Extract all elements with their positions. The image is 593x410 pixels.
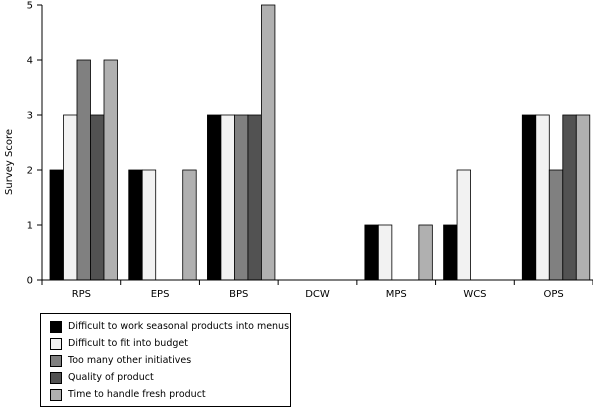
bar-bps-series-1	[207, 114, 222, 281]
bar-eps-series-1	[128, 169, 143, 281]
bar-rps-series-5	[103, 59, 118, 281]
x-axis-ticks: RPS EPS BPS DCW MPS WCS OPS	[41, 280, 593, 300]
y-tick-label: 0	[27, 276, 33, 287]
y-tick-label: 3	[27, 111, 33, 122]
x-tick-label-mps: MPS	[386, 289, 407, 300]
bar-mps-series-1	[364, 224, 379, 281]
bar-mps-series-2	[377, 224, 393, 281]
bar-rps-series-2	[63, 114, 78, 281]
bar-ops-series-3	[548, 169, 564, 281]
x-tick-label-bps: BPS	[229, 289, 248, 300]
bar-bps-series-2	[220, 114, 235, 281]
bar-bps-series-3	[234, 114, 249, 281]
bar-rps-series-1	[49, 169, 64, 281]
legend-label: Too many other initiatives	[68, 355, 192, 366]
bar-mps-series-5	[418, 224, 433, 281]
y-tick-label: 2	[27, 166, 33, 177]
x-tick-label-eps: EPS	[151, 289, 170, 300]
bar-eps-series-5	[182, 169, 197, 281]
x-tick-label-rps: RPS	[72, 289, 91, 300]
y-tick-label: 5	[27, 1, 33, 12]
bar-bps-series-4	[247, 114, 262, 281]
legend-swatch	[50, 388, 62, 401]
legend-label: Time to handle fresh product	[68, 389, 206, 400]
bar-ops-series-5	[575, 114, 591, 281]
legend-item: Too many other initiatives	[50, 352, 290, 369]
y-axis-label: Survey Score	[4, 129, 15, 195]
legend-label: Difficult to fit into budget	[68, 338, 188, 349]
legend-item: Difficult to fit into budget	[50, 335, 290, 352]
legend-item: Quality of product	[50, 369, 290, 386]
bar-bps-series-5	[261, 4, 276, 281]
legend-swatch	[50, 371, 62, 384]
legend-label: Difficult to work seasonal products into…	[68, 321, 290, 332]
bar-wcs-series-1	[443, 224, 458, 281]
bar-rps-series-3	[76, 59, 91, 281]
legend-swatch	[50, 320, 62, 333]
legend-swatch	[50, 354, 62, 367]
legend-item: Difficult to work seasonal products into…	[50, 318, 290, 335]
bar-ops-series-4	[562, 114, 577, 281]
bar-ops-series-2	[535, 114, 550, 281]
legend-label: Quality of product	[68, 372, 154, 383]
y-axis-ticks: 0 1 2 3 4 5	[27, 1, 42, 287]
y-tick-label: 4	[27, 56, 33, 67]
bar-wcs-series-2	[456, 169, 471, 281]
x-tick-label-ops: OPS	[544, 289, 564, 300]
legend: Difficult to work seasonal products into…	[40, 313, 291, 407]
x-tick-label-wcs: WCS	[463, 289, 486, 300]
x-tick-label-dcw: DCW	[305, 289, 330, 300]
bar-rps-series-4	[90, 114, 105, 281]
bar-ops-series-1	[521, 114, 537, 281]
bar-eps-series-2	[141, 169, 157, 281]
y-tick-label: 1	[27, 221, 33, 232]
legend-swatch	[50, 337, 62, 350]
bars-group	[49, 4, 591, 281]
legend-item: Time to handle fresh product	[50, 386, 290, 403]
